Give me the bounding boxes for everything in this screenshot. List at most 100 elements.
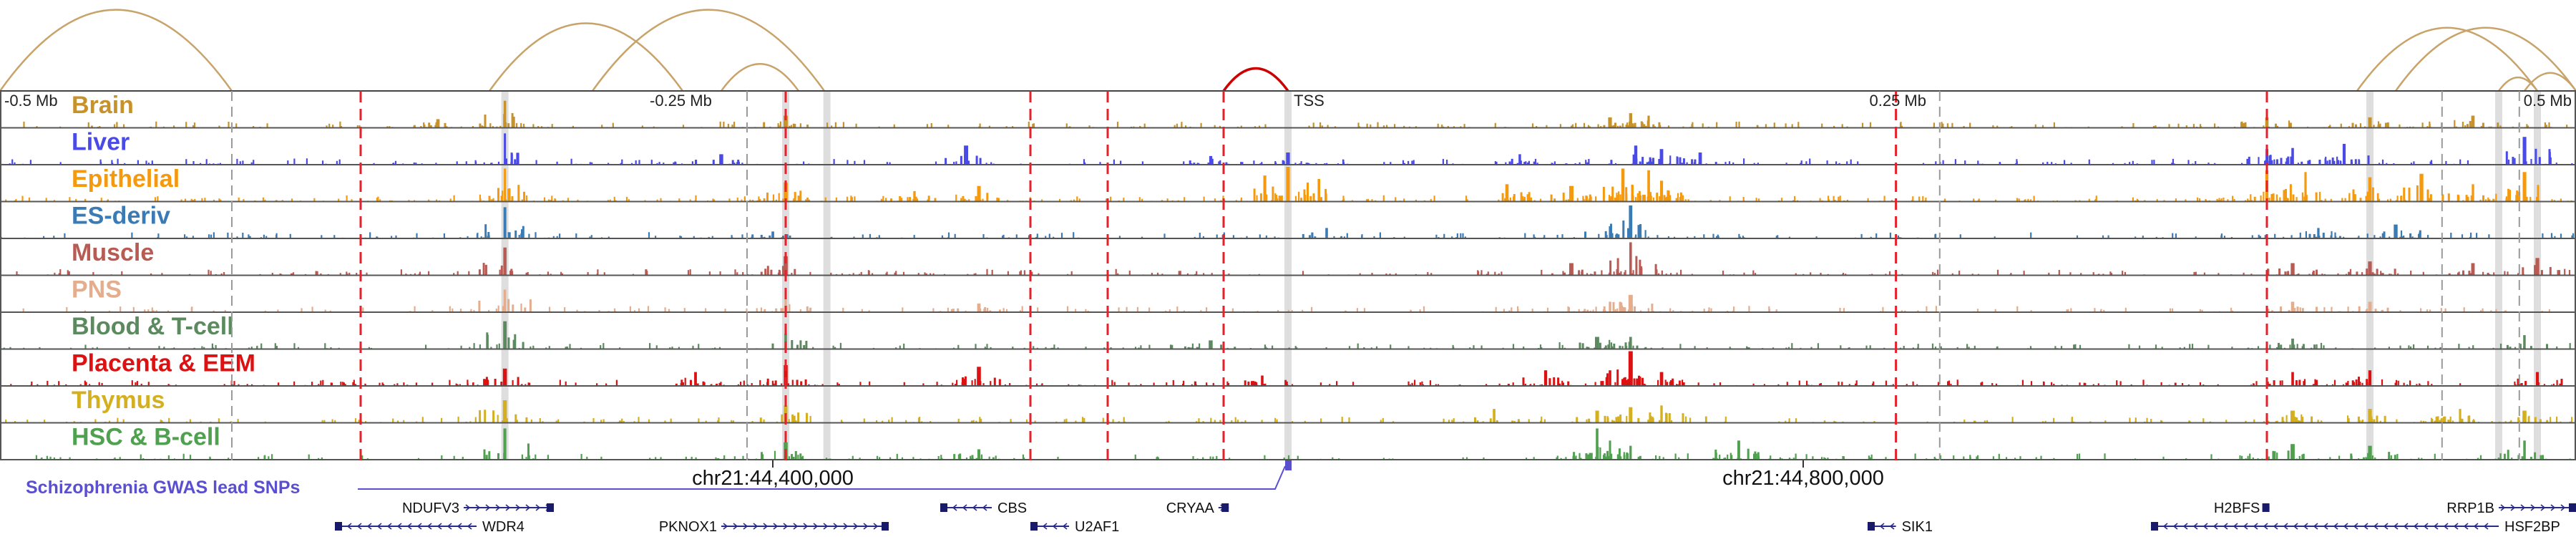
signal-peak — [2408, 188, 2411, 202]
strand-arrow — [1042, 523, 1048, 530]
signal-peak — [792, 457, 795, 460]
signal-peak — [953, 454, 956, 460]
signal-peak — [680, 379, 683, 386]
signal-peak — [482, 263, 485, 276]
signal-peak — [1244, 380, 1246, 386]
signal-peak — [434, 125, 437, 128]
strand-arrow — [843, 523, 849, 530]
signal-peak — [2540, 270, 2543, 276]
signal-peak — [522, 226, 525, 238]
signal-peak — [2316, 379, 2318, 386]
track-thymus: Thymus — [0, 387, 2576, 424]
signal-peak — [1196, 347, 1199, 349]
strand-arrow — [2353, 523, 2358, 530]
signal-peak — [428, 122, 431, 128]
signal-peak — [1562, 193, 1565, 202]
signal-peak — [1647, 125, 1650, 128]
signal-peak — [1649, 162, 1651, 165]
signal-peak — [2358, 377, 2360, 386]
strand-arrow — [1889, 523, 1895, 530]
signal-peak — [2350, 159, 2353, 165]
signal-peak — [2419, 230, 2421, 238]
signal-peak — [2275, 123, 2277, 128]
signal-peak — [799, 340, 802, 349]
signal-peak — [2470, 195, 2473, 202]
signal-peak — [2520, 383, 2523, 386]
signal-peak — [806, 125, 809, 128]
signal-peak — [2278, 268, 2281, 276]
signal-peak — [512, 116, 515, 128]
signal-peak — [771, 343, 774, 349]
signal-peak — [809, 307, 812, 312]
loop-arc — [2523, 72, 2576, 92]
signal-peak — [2472, 272, 2474, 276]
signal-peak — [1679, 157, 1682, 165]
signal-peak — [497, 453, 499, 460]
signal-peak — [1557, 377, 1560, 386]
track-label: Liver — [72, 129, 130, 156]
signal-peak — [1714, 162, 1717, 165]
strand-arrow — [823, 523, 829, 530]
signal-peak — [1668, 413, 1671, 423]
signal-peak — [731, 160, 734, 165]
signal-peak — [2280, 158, 2283, 165]
strand-arrow — [2530, 504, 2536, 511]
signal-peak — [2539, 419, 2542, 423]
signal-peak — [2368, 261, 2372, 276]
signal-peak — [759, 417, 762, 423]
signal-peak — [989, 310, 992, 312]
signal-peak — [1644, 347, 1647, 349]
signal-peak — [1585, 195, 1588, 202]
signal-peak — [806, 412, 808, 423]
axis-tick-label: 0.25 Mb — [1870, 92, 1927, 110]
signal-peak — [512, 304, 514, 312]
track-label: Brain — [72, 92, 134, 119]
signal-peak — [478, 269, 481, 276]
signal-peak — [909, 197, 912, 202]
signal-peak — [1639, 455, 1641, 460]
signal-peak — [503, 114, 506, 128]
strand-arrow — [723, 523, 728, 530]
strand-arrow — [753, 523, 758, 530]
gene-label: H2BFS — [2214, 500, 2260, 516]
signal-peak — [2342, 143, 2346, 165]
track-label: PNS — [72, 276, 122, 304]
signal-peak — [1505, 184, 1509, 202]
signal-peak — [1658, 122, 1661, 128]
signal-peak — [1551, 273, 1553, 276]
signal-peak — [1639, 224, 1642, 238]
signal-peak — [770, 269, 773, 276]
signal-peak — [1184, 346, 1186, 349]
signal-peak — [890, 198, 892, 202]
signal-peak — [2469, 121, 2472, 128]
signal-peak — [1624, 377, 1626, 386]
signal-peak — [2368, 409, 2372, 423]
signal-peak — [934, 198, 937, 202]
signal-peak — [1612, 420, 1615, 423]
signal-peak — [774, 380, 777, 386]
strand-arrow — [873, 523, 879, 530]
signal-peak — [2308, 160, 2311, 165]
signal-peak — [977, 367, 981, 386]
signal-peak — [1320, 197, 1322, 202]
signal-peak — [1286, 167, 1290, 202]
signal-peak — [2301, 454, 2304, 460]
strand-arrow — [515, 504, 521, 511]
signal-peak — [2472, 184, 2474, 202]
signal-peak — [2371, 419, 2373, 423]
signal-peak — [789, 236, 791, 238]
signal-peak — [1508, 161, 1511, 165]
signal-peak — [1259, 193, 1262, 202]
signal-peak — [2359, 198, 2362, 202]
signal-peak — [483, 449, 486, 460]
signal-peak — [1324, 188, 1327, 202]
gray-dashed-lines — [231, 91, 2520, 460]
signal-peak — [2429, 194, 2432, 202]
gene-exon — [2151, 522, 2158, 531]
axis-tick-label: TSS — [1294, 92, 1324, 110]
signal-peak — [1676, 157, 1679, 165]
signal-peak — [2487, 273, 2489, 276]
strand-arrow — [376, 523, 382, 530]
loop-arc — [720, 63, 800, 92]
signal-peak — [1631, 184, 1634, 202]
